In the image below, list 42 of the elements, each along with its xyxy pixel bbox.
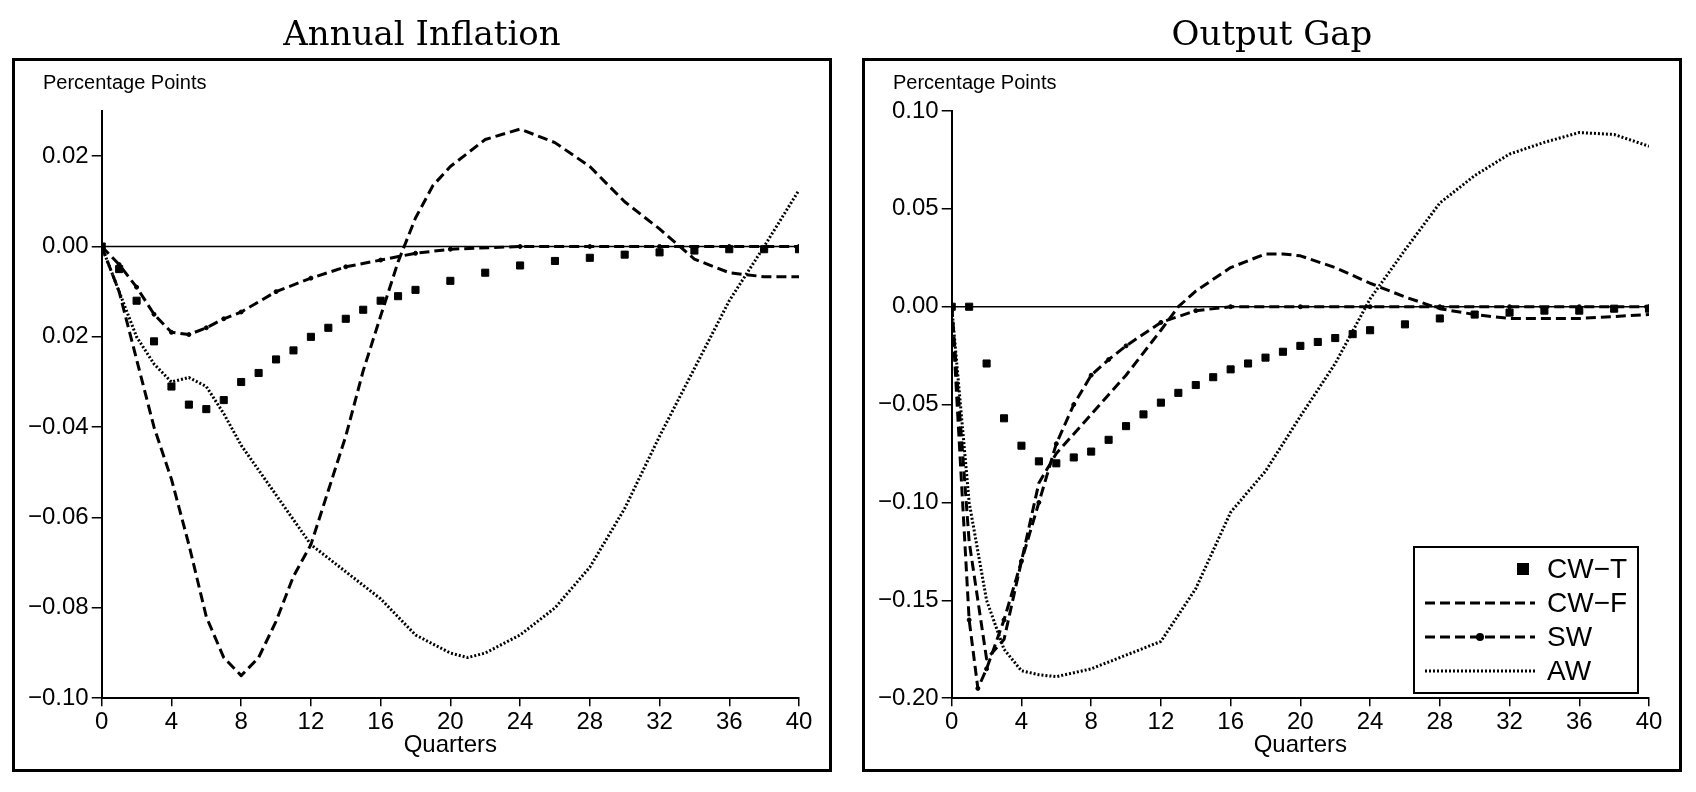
y-tick-label: 0.02 — [42, 321, 89, 349]
x-tick-label: 8 — [1084, 707, 1098, 735]
legend-label: CW−T — [1547, 553, 1628, 586]
y-axis-title: Percentage Points — [43, 70, 207, 93]
x-tick-label: 40 — [1635, 707, 1663, 735]
x-tick-label: 36 — [715, 707, 743, 735]
x-tick-label: 32 — [1496, 707, 1523, 735]
x-tick-label: 40 — [785, 707, 813, 735]
y-tick-label: 0.00 — [892, 291, 939, 319]
x-tick-label: 16 — [1217, 707, 1244, 735]
y-tick-label: −0.20 — [877, 682, 939, 710]
y-tick-label: −0.06 — [27, 502, 89, 530]
x-tick-label: 32 — [646, 707, 673, 735]
y-tick-label: −0.15 — [877, 584, 939, 612]
y-axis-title: Percentage Points — [893, 70, 1057, 93]
x-tick-label: 12 — [1147, 707, 1175, 735]
y-tick-label: −0.05 — [877, 389, 939, 417]
y-tick-label: −0.10 — [27, 682, 89, 710]
x-tick-label: 24 — [1356, 707, 1384, 735]
y-tick-label: −0.10 — [877, 487, 939, 515]
x-tick-label: 24 — [506, 707, 534, 735]
x-tick-label: 28 — [576, 707, 604, 735]
x-tick-label: 8 — [234, 707, 248, 735]
x-tick-label: 16 — [367, 707, 394, 735]
legend-label: SW — [1547, 621, 1593, 654]
x-tick-label: 36 — [1565, 707, 1593, 735]
chart-title: Annual Inflation — [282, 12, 562, 55]
y-tick-label: 0.05 — [892, 193, 939, 221]
x-tick-label: 12 — [297, 707, 325, 735]
y-tick-label: −0.04 — [27, 411, 89, 439]
x-tick-label: 4 — [164, 707, 179, 735]
y-tick-label: 0.00 — [42, 231, 89, 259]
y-tick-label: −0.08 — [27, 592, 89, 620]
legend-label: CW−F — [1547, 587, 1628, 620]
x-tick-label: 0 — [95, 707, 109, 735]
x-tick-label: 0 — [945, 707, 959, 735]
x-tick-label: 28 — [1426, 707, 1454, 735]
chart-title: Output Gap — [1170, 12, 1374, 55]
y-tick-label: 0.10 — [892, 95, 939, 123]
legend-label: AW — [1547, 655, 1592, 688]
y-tick-label: 0.02 — [42, 140, 89, 168]
x-tick-label: 4 — [1014, 707, 1029, 735]
